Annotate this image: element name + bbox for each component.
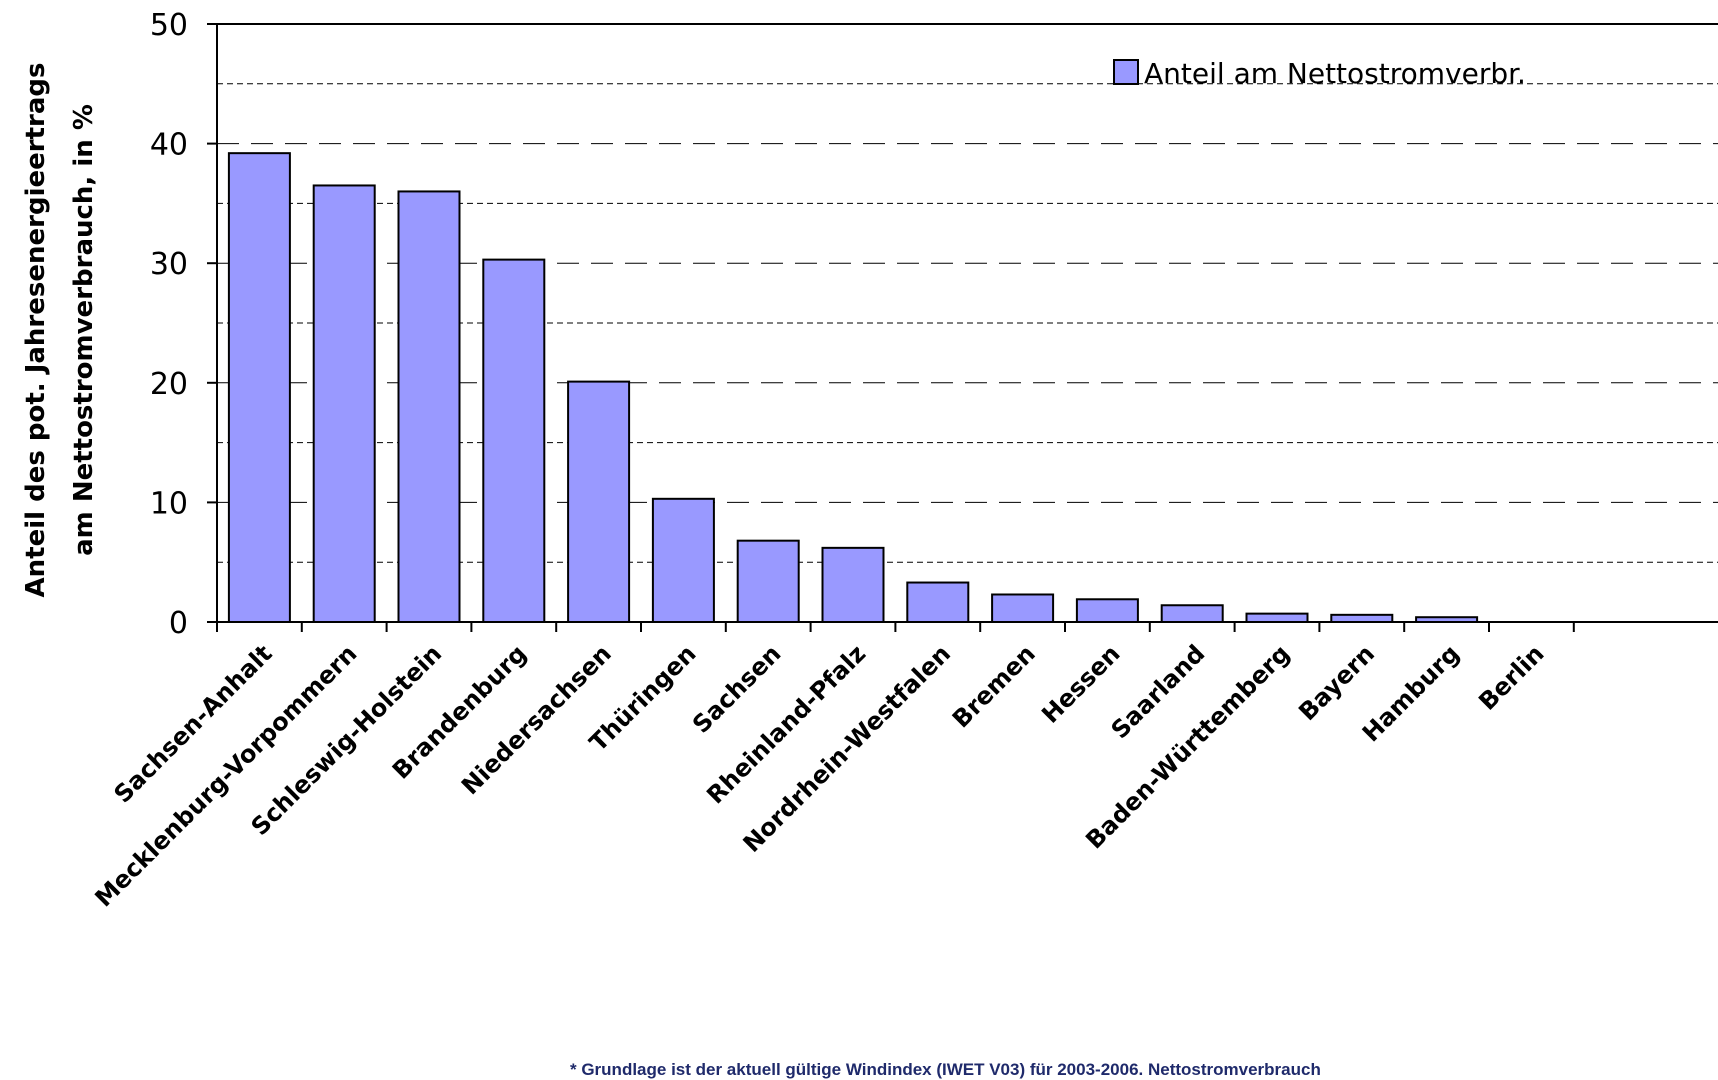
y-tick-label: 40: [150, 128, 188, 163]
footnote: * Grundlage ist der aktuell gültige Wind…: [570, 1060, 1321, 1079]
x-tick-label: Bremen: [947, 639, 1041, 733]
bar-saarland: [1160, 604, 1224, 623]
bar-brandenburg: [482, 258, 546, 623]
bar-bremen: [991, 593, 1055, 624]
y-tick-label: 10: [150, 486, 188, 521]
x-tick-label: Rheinland-Pfalz: [701, 639, 871, 809]
legend-swatch: [1113, 59, 1139, 85]
bar-baden-w-rttemberg: [1245, 612, 1309, 623]
legend: Anteil am Nettostromverbr.: [1113, 57, 1526, 90]
bar-nordrhein-westfalen: [906, 581, 970, 623]
axes: [207, 23, 1718, 632]
x-tick-label: Niedersachsen: [456, 639, 617, 800]
bar-niedersachsen: [567, 380, 631, 623]
bar-rheinland-pfalz: [821, 546, 885, 624]
bar-mecklenburg-vorpommern: [312, 184, 376, 624]
x-tick-labels: Sachsen-AnhaltMecklenburg-VorpommernSchl…: [90, 639, 1550, 912]
x-tick-label: Hessen: [1036, 639, 1125, 728]
gridlines: [217, 83, 1718, 563]
x-tick-label: Sachsen-Anhalt: [109, 639, 278, 808]
x-tick-label: Bayern: [1293, 639, 1380, 726]
bar-schleswig-holstein: [397, 190, 461, 623]
bar-th-ringen: [651, 497, 715, 624]
y-tick-label: 30: [150, 247, 188, 282]
bar-sachsen: [736, 539, 800, 623]
y-tick-label: 50: [150, 8, 188, 43]
x-tick-label: Berlin: [1473, 639, 1549, 715]
y-tick-labels: 0 10 20 30 40 50: [150, 8, 188, 641]
y-axis-label-line-1: Anteil des pot. Jahresenergieertrags: [21, 63, 51, 598]
y-axis-label-line-2: am Nettostromverbrauch, in %: [69, 104, 99, 556]
bar-bayern: [1330, 613, 1394, 623]
y-tick-label: 20: [150, 367, 188, 402]
bar-sachsen-anhalt: [227, 152, 291, 623]
bars: [227, 152, 1479, 624]
bar-hessen: [1075, 598, 1139, 624]
legend-entry: Anteil am Nettostromverbr.: [1144, 57, 1526, 90]
y-tick-label: 0: [169, 606, 188, 641]
